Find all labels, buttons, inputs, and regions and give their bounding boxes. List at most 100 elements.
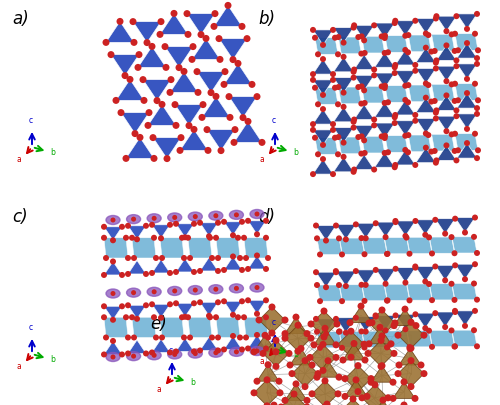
Circle shape [265,256,271,261]
Circle shape [382,51,388,57]
Polygon shape [316,404,338,405]
Polygon shape [285,317,307,334]
Circle shape [209,256,215,261]
Circle shape [422,325,428,331]
Circle shape [298,345,304,352]
Polygon shape [259,307,285,333]
Circle shape [330,72,336,78]
Circle shape [310,78,316,84]
Circle shape [371,23,377,29]
Circle shape [245,298,251,303]
Circle shape [215,300,221,305]
Polygon shape [197,72,225,94]
Circle shape [422,232,428,238]
Polygon shape [376,223,396,237]
Polygon shape [416,49,436,64]
Circle shape [310,341,318,348]
Circle shape [402,98,408,104]
Text: b: b [294,148,298,157]
Circle shape [101,272,107,278]
Polygon shape [257,365,279,381]
Circle shape [356,35,362,41]
Circle shape [452,216,458,222]
Circle shape [364,393,370,400]
Circle shape [200,102,206,109]
Polygon shape [394,309,416,326]
Circle shape [378,337,384,344]
Polygon shape [128,340,146,354]
Circle shape [474,62,480,68]
Polygon shape [187,15,215,36]
Polygon shape [234,122,262,143]
Polygon shape [244,318,268,338]
Polygon shape [455,311,475,326]
Circle shape [123,314,129,320]
Circle shape [230,312,236,318]
Circle shape [334,390,342,397]
Circle shape [167,350,173,356]
Text: e): e) [150,314,167,332]
Circle shape [245,218,251,224]
Circle shape [263,218,269,224]
Circle shape [423,45,429,51]
Circle shape [235,314,241,320]
Polygon shape [398,361,424,387]
Circle shape [362,252,368,258]
Circle shape [131,354,136,359]
Circle shape [474,156,480,162]
Circle shape [340,40,346,47]
Text: c: c [29,322,33,331]
Circle shape [154,98,160,105]
Circle shape [282,330,288,337]
Circle shape [110,238,116,244]
Circle shape [212,94,220,101]
Circle shape [208,90,214,97]
Polygon shape [362,37,384,54]
Circle shape [197,220,203,226]
Polygon shape [384,331,409,347]
Circle shape [197,347,203,354]
Circle shape [362,236,368,242]
Polygon shape [436,46,456,61]
Circle shape [354,388,362,395]
Circle shape [361,88,367,94]
Polygon shape [312,381,338,405]
Circle shape [168,77,174,84]
Circle shape [412,311,418,318]
Circle shape [263,314,269,320]
Polygon shape [248,301,266,314]
Circle shape [390,322,398,329]
Circle shape [432,264,438,270]
Circle shape [254,311,260,317]
Circle shape [101,303,107,309]
Circle shape [385,100,391,106]
Circle shape [254,212,260,217]
Polygon shape [384,285,409,301]
Circle shape [423,96,429,101]
Circle shape [254,378,260,385]
Circle shape [110,355,116,360]
Circle shape [474,250,480,256]
Circle shape [119,224,125,230]
Polygon shape [385,36,408,53]
Circle shape [471,327,477,333]
Circle shape [392,113,398,119]
Circle shape [238,24,246,31]
Polygon shape [374,74,394,89]
Polygon shape [396,72,415,87]
Circle shape [143,223,149,229]
Circle shape [126,77,134,84]
Circle shape [392,115,398,121]
Circle shape [237,335,243,341]
Polygon shape [345,380,367,396]
Polygon shape [416,69,436,84]
Circle shape [310,122,316,128]
Circle shape [408,345,414,352]
Text: a): a) [12,10,29,28]
Circle shape [310,28,316,34]
Circle shape [454,158,460,164]
Circle shape [454,108,460,114]
Circle shape [474,12,480,18]
Polygon shape [399,349,421,365]
Circle shape [322,377,328,384]
